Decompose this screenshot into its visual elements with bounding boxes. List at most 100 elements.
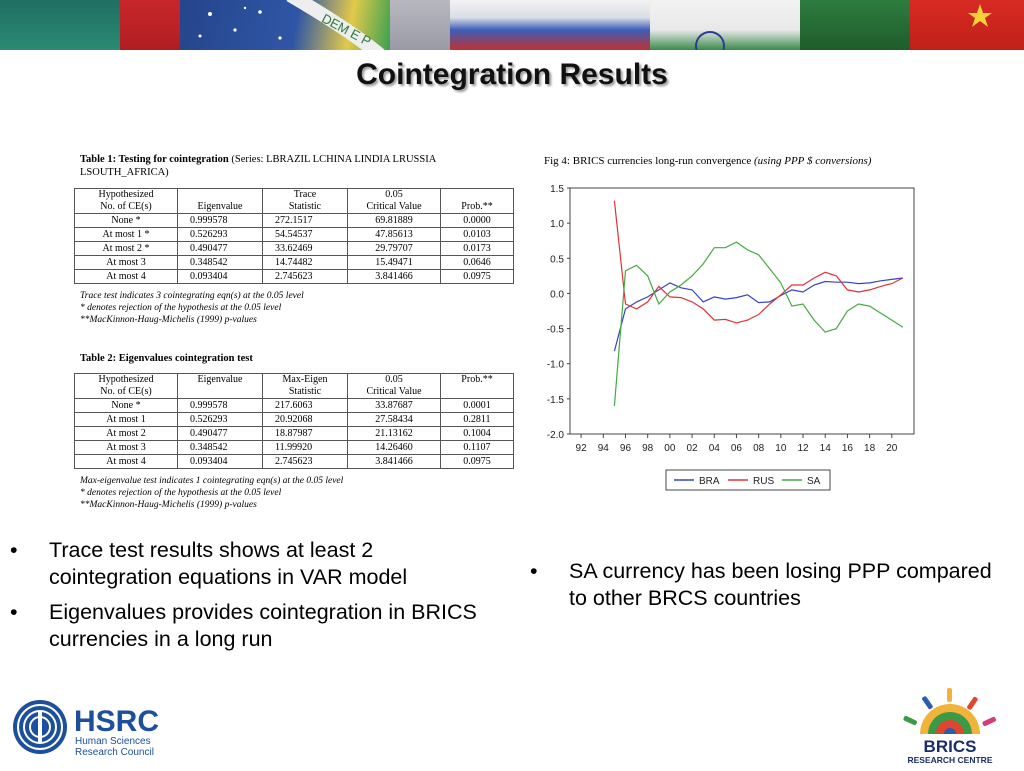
table-row: At most 2 0.490477 18.87987 21.13162 0.1… xyxy=(74,426,514,441)
flags-banner: DEM E P xyxy=(0,0,1024,50)
table2-header-row: Hypothesized No. of CE(s) Eigenvalue Max… xyxy=(74,373,514,399)
table-cell: At most 4 xyxy=(74,454,178,469)
series-line-sa xyxy=(613,241,904,406)
brics-sunburst-icon: BRICS RESEARCH CENTRE xyxy=(903,688,996,765)
x-tick-label: 06 xyxy=(731,443,743,454)
table-row: At most 1 * 0.526293 54.54537 47.85613 0… xyxy=(74,227,514,242)
table-cell: 18.87987 xyxy=(262,426,348,441)
y-tick-label: -2.0 xyxy=(547,430,565,441)
table1-header-cell: Prob.** xyxy=(440,188,514,214)
x-tick-label: 98 xyxy=(642,443,654,454)
table-row: At most 4 0.093404 2.745623 3.841466 0.0… xyxy=(74,269,514,284)
table-cell: 2.745623 xyxy=(262,269,348,284)
bullets-right: • SA currency has been losing PPP compar… xyxy=(530,558,1000,620)
table1-header-cell: Eigenvalue xyxy=(177,188,263,214)
x-tick-label: 08 xyxy=(753,443,765,454)
table-cell: None * xyxy=(74,398,178,413)
table2: Hypothesized No. of CE(s) Eigenvalue Max… xyxy=(74,373,514,469)
table2-h-ce: No. of CE(s) xyxy=(100,386,152,397)
y-tick-label: 0.5 xyxy=(550,254,564,265)
chakra-icon xyxy=(695,31,725,50)
table1-h-trace: Trace xyxy=(293,189,317,200)
bullet-text: SA currency has been losing PPP compared… xyxy=(569,559,992,610)
table2-note: **MacKinnon-Haug-Michelis (1999) p-value… xyxy=(80,500,257,510)
table1-h-prob: Prob.** xyxy=(461,201,493,212)
table-cell: 0.490477 xyxy=(177,426,263,441)
table-cell: 0.0975 xyxy=(440,269,514,284)
flag-india xyxy=(650,0,800,50)
x-tick-label: 16 xyxy=(842,443,854,454)
table1-caption: Table 1: Testing for cointegration (Seri… xyxy=(80,153,520,179)
x-tick-label: 00 xyxy=(664,443,676,454)
table1-h-005: 0.05 xyxy=(385,189,403,200)
y-tick-label: 0.0 xyxy=(550,289,564,300)
table-cell: None * xyxy=(74,213,178,228)
table-cell: 0.093404 xyxy=(177,454,263,469)
legend-label: BRA xyxy=(699,476,720,487)
table-cell: 0.0001 xyxy=(440,398,514,413)
table2-header-cell: Prob.** xyxy=(440,373,514,399)
table-cell: 20.92068 xyxy=(262,412,348,427)
x-tick-label: 04 xyxy=(709,443,721,454)
table2-h-prob: Prob.** xyxy=(461,374,493,385)
table-cell: 3.841466 xyxy=(347,269,441,284)
line-chart: 1.5 1.0 0.5 0.0 -0.5 -1.0 -1.5 -2.0 92 94 96 98 00 02… xyxy=(547,184,915,491)
table2-caption-text: Table 2: Eigenvalues cointegration test xyxy=(80,353,253,364)
table-cell: 33.87687 xyxy=(347,398,441,413)
china-star-icon xyxy=(968,4,992,27)
table2-h-005: 0.05 xyxy=(385,374,403,385)
table-cell: 0.490477 xyxy=(177,241,263,256)
table-cell: At most 1 * xyxy=(74,227,178,242)
table1-h-eig: Eigenvalue xyxy=(197,201,243,212)
table-row: At most 4 0.093404 2.745623 3.841466 0.0… xyxy=(74,454,514,469)
table-cell: 0.999578 xyxy=(177,398,263,413)
table-cell: 3.841466 xyxy=(347,454,441,469)
y-tick-label: 1.0 xyxy=(550,219,564,230)
x-tick-label: 18 xyxy=(864,443,876,454)
y-tick-label: -1.0 xyxy=(547,360,565,371)
table-row: At most 3 0.348542 14.74482 15.49471 0.0… xyxy=(74,255,514,270)
table-cell: 14.26460 xyxy=(347,440,441,455)
table-row: At most 3 0.348542 11.99920 14.26460 0.1… xyxy=(74,440,514,455)
plot-frame xyxy=(569,187,915,435)
table-cell: 21.13162 xyxy=(347,426,441,441)
bullet-dot: • xyxy=(10,538,18,562)
y-tick-label: -0.5 xyxy=(547,325,565,336)
flag-china-part xyxy=(120,0,180,50)
table2-notes: Max-eigenvalue test indicates 1 cointegr… xyxy=(80,475,520,511)
table-cell: 47.85613 xyxy=(347,227,441,242)
table-cell: 27.58434 xyxy=(347,412,441,427)
slide-title: Cointegration Results xyxy=(356,58,668,91)
table1-header-cell: Trace Statistic xyxy=(262,188,348,214)
table-row: At most 1 0.526293 20.92068 27.58434 0.2… xyxy=(74,412,514,427)
table2-header-cell: 0.05 Critical Value xyxy=(347,373,441,399)
table-cell: 0.1004 xyxy=(440,426,514,441)
brics-name: BRICS xyxy=(924,737,977,756)
x-tick-label: 96 xyxy=(620,443,632,454)
table-cell: 0.093404 xyxy=(177,269,263,284)
table-cell: 0.0173 xyxy=(440,241,514,256)
table2-h-eig: Eigenvalue xyxy=(197,374,243,385)
table-cell: 0.0000 xyxy=(440,213,514,228)
brics-logo: BRICS RESEARCH CENTRE xyxy=(900,686,1000,766)
table1-note: * denotes rejection of the hypothesis at… xyxy=(80,303,282,313)
table1-caption-series2: LSOUTH_AFRICA) xyxy=(80,167,169,178)
table-cell: 217.6063 xyxy=(262,398,348,413)
bullet-dot: • xyxy=(530,559,538,583)
table-cell: 69.81889 xyxy=(347,213,441,228)
table-cell: At most 2 xyxy=(74,426,178,441)
table-cell: At most 1 xyxy=(74,412,178,427)
table2-h-stat: Statistic xyxy=(288,386,322,397)
table1-header-cell: Hypothesized No. of CE(s) xyxy=(74,188,178,214)
flag-southafrica xyxy=(800,0,910,50)
table-cell: At most 4 xyxy=(74,269,178,284)
bullet-dot: • xyxy=(10,600,18,624)
figure-title: Fig 4: BRICS currencies long-run converg… xyxy=(544,155,871,167)
table1: Hypothesized No. of CE(s) Eigenvalue Tra… xyxy=(74,188,514,284)
table-cell: 272.1517 xyxy=(262,213,348,228)
y-tick-label: 1.5 xyxy=(550,184,564,195)
hsrc-emblem-icon: HSRC Human Sciences Research Council xyxy=(13,700,159,758)
hsrc-line1: Human Sciences xyxy=(75,736,151,747)
table-cell: 0.2811 xyxy=(440,412,514,427)
hsrc-logo: HSRC Human Sciences Research Council xyxy=(10,697,180,759)
